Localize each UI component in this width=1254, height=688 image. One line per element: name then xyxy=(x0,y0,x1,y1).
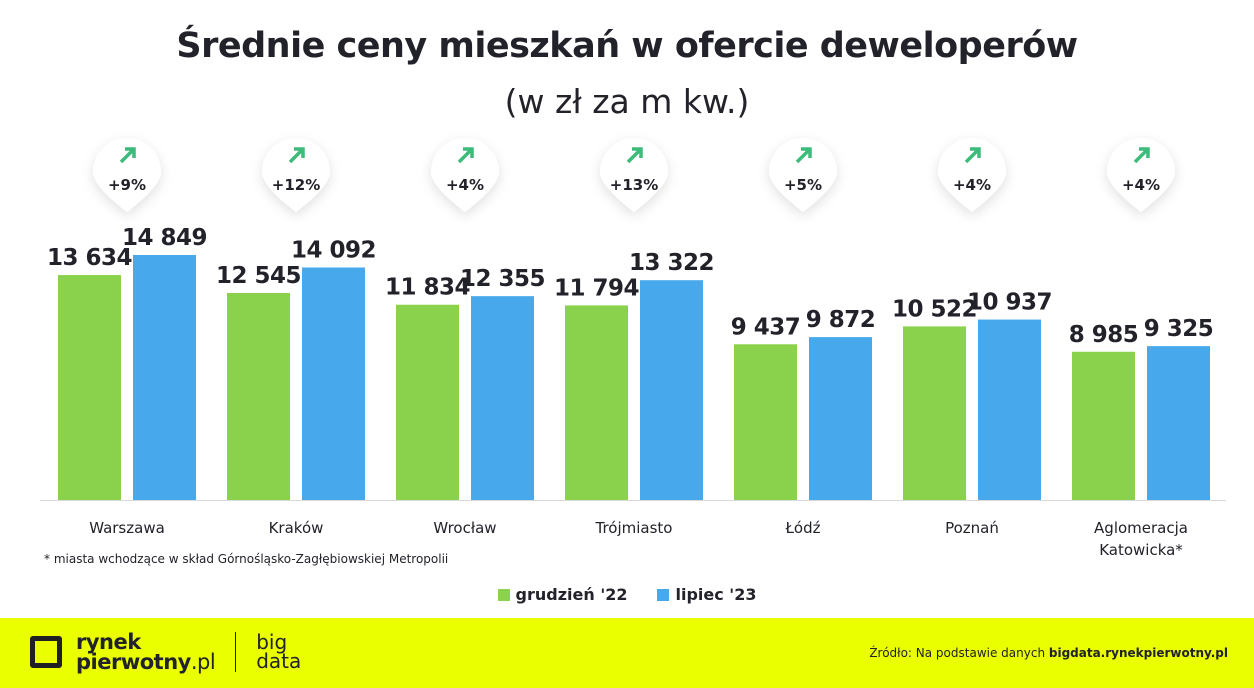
x-tick-label: Poznań xyxy=(945,519,999,537)
data-label: 9 872 xyxy=(806,307,876,333)
change-badge xyxy=(431,138,499,212)
x-tick-label: Warszawa xyxy=(89,519,165,537)
change-label: +9% xyxy=(108,176,146,194)
data-label: 14 092 xyxy=(291,237,376,263)
legend-swatch xyxy=(497,589,510,601)
bar-grudzien xyxy=(565,305,628,500)
bar-lipiec xyxy=(471,296,534,500)
change-label: +4% xyxy=(953,176,991,194)
x-tick-label: Wrocław xyxy=(433,519,496,537)
data-label: 11 794 xyxy=(554,275,639,301)
footer: rynek pierwotny.pl big data Źródło: Na p… xyxy=(0,618,1254,688)
logo-divider xyxy=(235,632,237,672)
change-badge xyxy=(600,138,668,212)
logo-line2: pierwotny xyxy=(76,650,191,674)
chart-subtitle: (w zł za m kw.) xyxy=(504,82,750,121)
data-label: 10 937 xyxy=(967,290,1052,316)
footnote: * miasta wchodzące w skład Górnośląsko-Z… xyxy=(44,552,449,566)
change-badge xyxy=(769,138,837,212)
source-text: Źródło: Na podstawie danych bigdata.ryne… xyxy=(869,646,1228,660)
data-label: 12 545 xyxy=(216,263,301,289)
data-label: 12 355 xyxy=(460,266,545,292)
logo-suffix: .pl xyxy=(190,650,216,674)
legend: grudzień '22 lipiec '23 xyxy=(0,585,1254,604)
logo-mark-icon xyxy=(30,636,62,668)
logo-big: big xyxy=(256,630,288,654)
bar-lipiec xyxy=(978,319,1041,500)
chart-title: Średnie ceny mieszkań w ofercie dewelope… xyxy=(176,26,1078,66)
bar-lipiec xyxy=(133,255,196,500)
data-label: 10 522 xyxy=(892,296,977,322)
data-label: 9 325 xyxy=(1144,316,1214,342)
x-tick-label: Trójmiasto xyxy=(595,519,673,537)
source-prefix: Źródło: Na podstawie danych xyxy=(869,646,1049,660)
legend-label: lipiec '23 xyxy=(675,585,757,604)
x-tick-label: Kraków xyxy=(269,519,324,537)
change-label: +13% xyxy=(610,176,658,194)
source-link[interactable]: bigdata.rynekpierwotny.pl xyxy=(1048,646,1228,660)
legend-label: grudzień '22 xyxy=(515,585,628,604)
arrow-up-right-icon xyxy=(119,147,136,164)
bar-grudzien xyxy=(1072,351,1135,500)
arrow-up-right-icon xyxy=(795,147,812,164)
bar-grudzien xyxy=(396,304,459,500)
change-badge xyxy=(1107,138,1175,212)
legend-swatch xyxy=(657,589,670,601)
bar-lipiec xyxy=(302,267,365,500)
change-badge xyxy=(93,138,161,212)
bar-grudzien xyxy=(58,275,121,500)
legend-item-lipiec: lipiec '23 xyxy=(657,585,756,604)
data-label: 13 322 xyxy=(629,250,714,276)
x-tick-label: Łódź xyxy=(784,519,820,537)
data-label: 11 834 xyxy=(385,275,470,301)
legend-item-grudzien: grudzień '22 xyxy=(497,585,628,604)
change-badge xyxy=(938,138,1006,212)
logo: rynek pierwotny.pl big data xyxy=(30,630,302,674)
bar-grudzien xyxy=(903,326,966,500)
arrow-up-right-icon xyxy=(964,147,981,164)
bar-grudzien xyxy=(734,344,797,500)
logo-data: data xyxy=(256,649,302,673)
bar-lipiec xyxy=(809,337,872,500)
bar-lipiec xyxy=(1147,346,1210,500)
x-tick-label: Aglomeracja xyxy=(1094,519,1188,537)
arrow-up-right-icon xyxy=(288,147,305,164)
change-label: +12% xyxy=(272,176,320,194)
change-label: +5% xyxy=(784,176,822,194)
bar-grudzien xyxy=(227,293,290,500)
x-tick-label: Katowicka* xyxy=(1099,541,1183,559)
data-label: 14 849 xyxy=(122,225,207,251)
arrow-up-right-icon xyxy=(457,147,474,164)
change-label: +4% xyxy=(446,176,484,194)
change-badge xyxy=(262,137,331,212)
change-label: +4% xyxy=(1122,176,1160,194)
bar-lipiec xyxy=(640,280,703,500)
data-label: 13 634 xyxy=(47,245,132,271)
logo-line1: rynek xyxy=(76,630,141,654)
arrow-up-right-icon xyxy=(1133,147,1150,164)
data-label: 9 437 xyxy=(731,314,801,340)
arrow-up-right-icon xyxy=(626,147,643,164)
data-label: 8 985 xyxy=(1069,322,1139,348)
